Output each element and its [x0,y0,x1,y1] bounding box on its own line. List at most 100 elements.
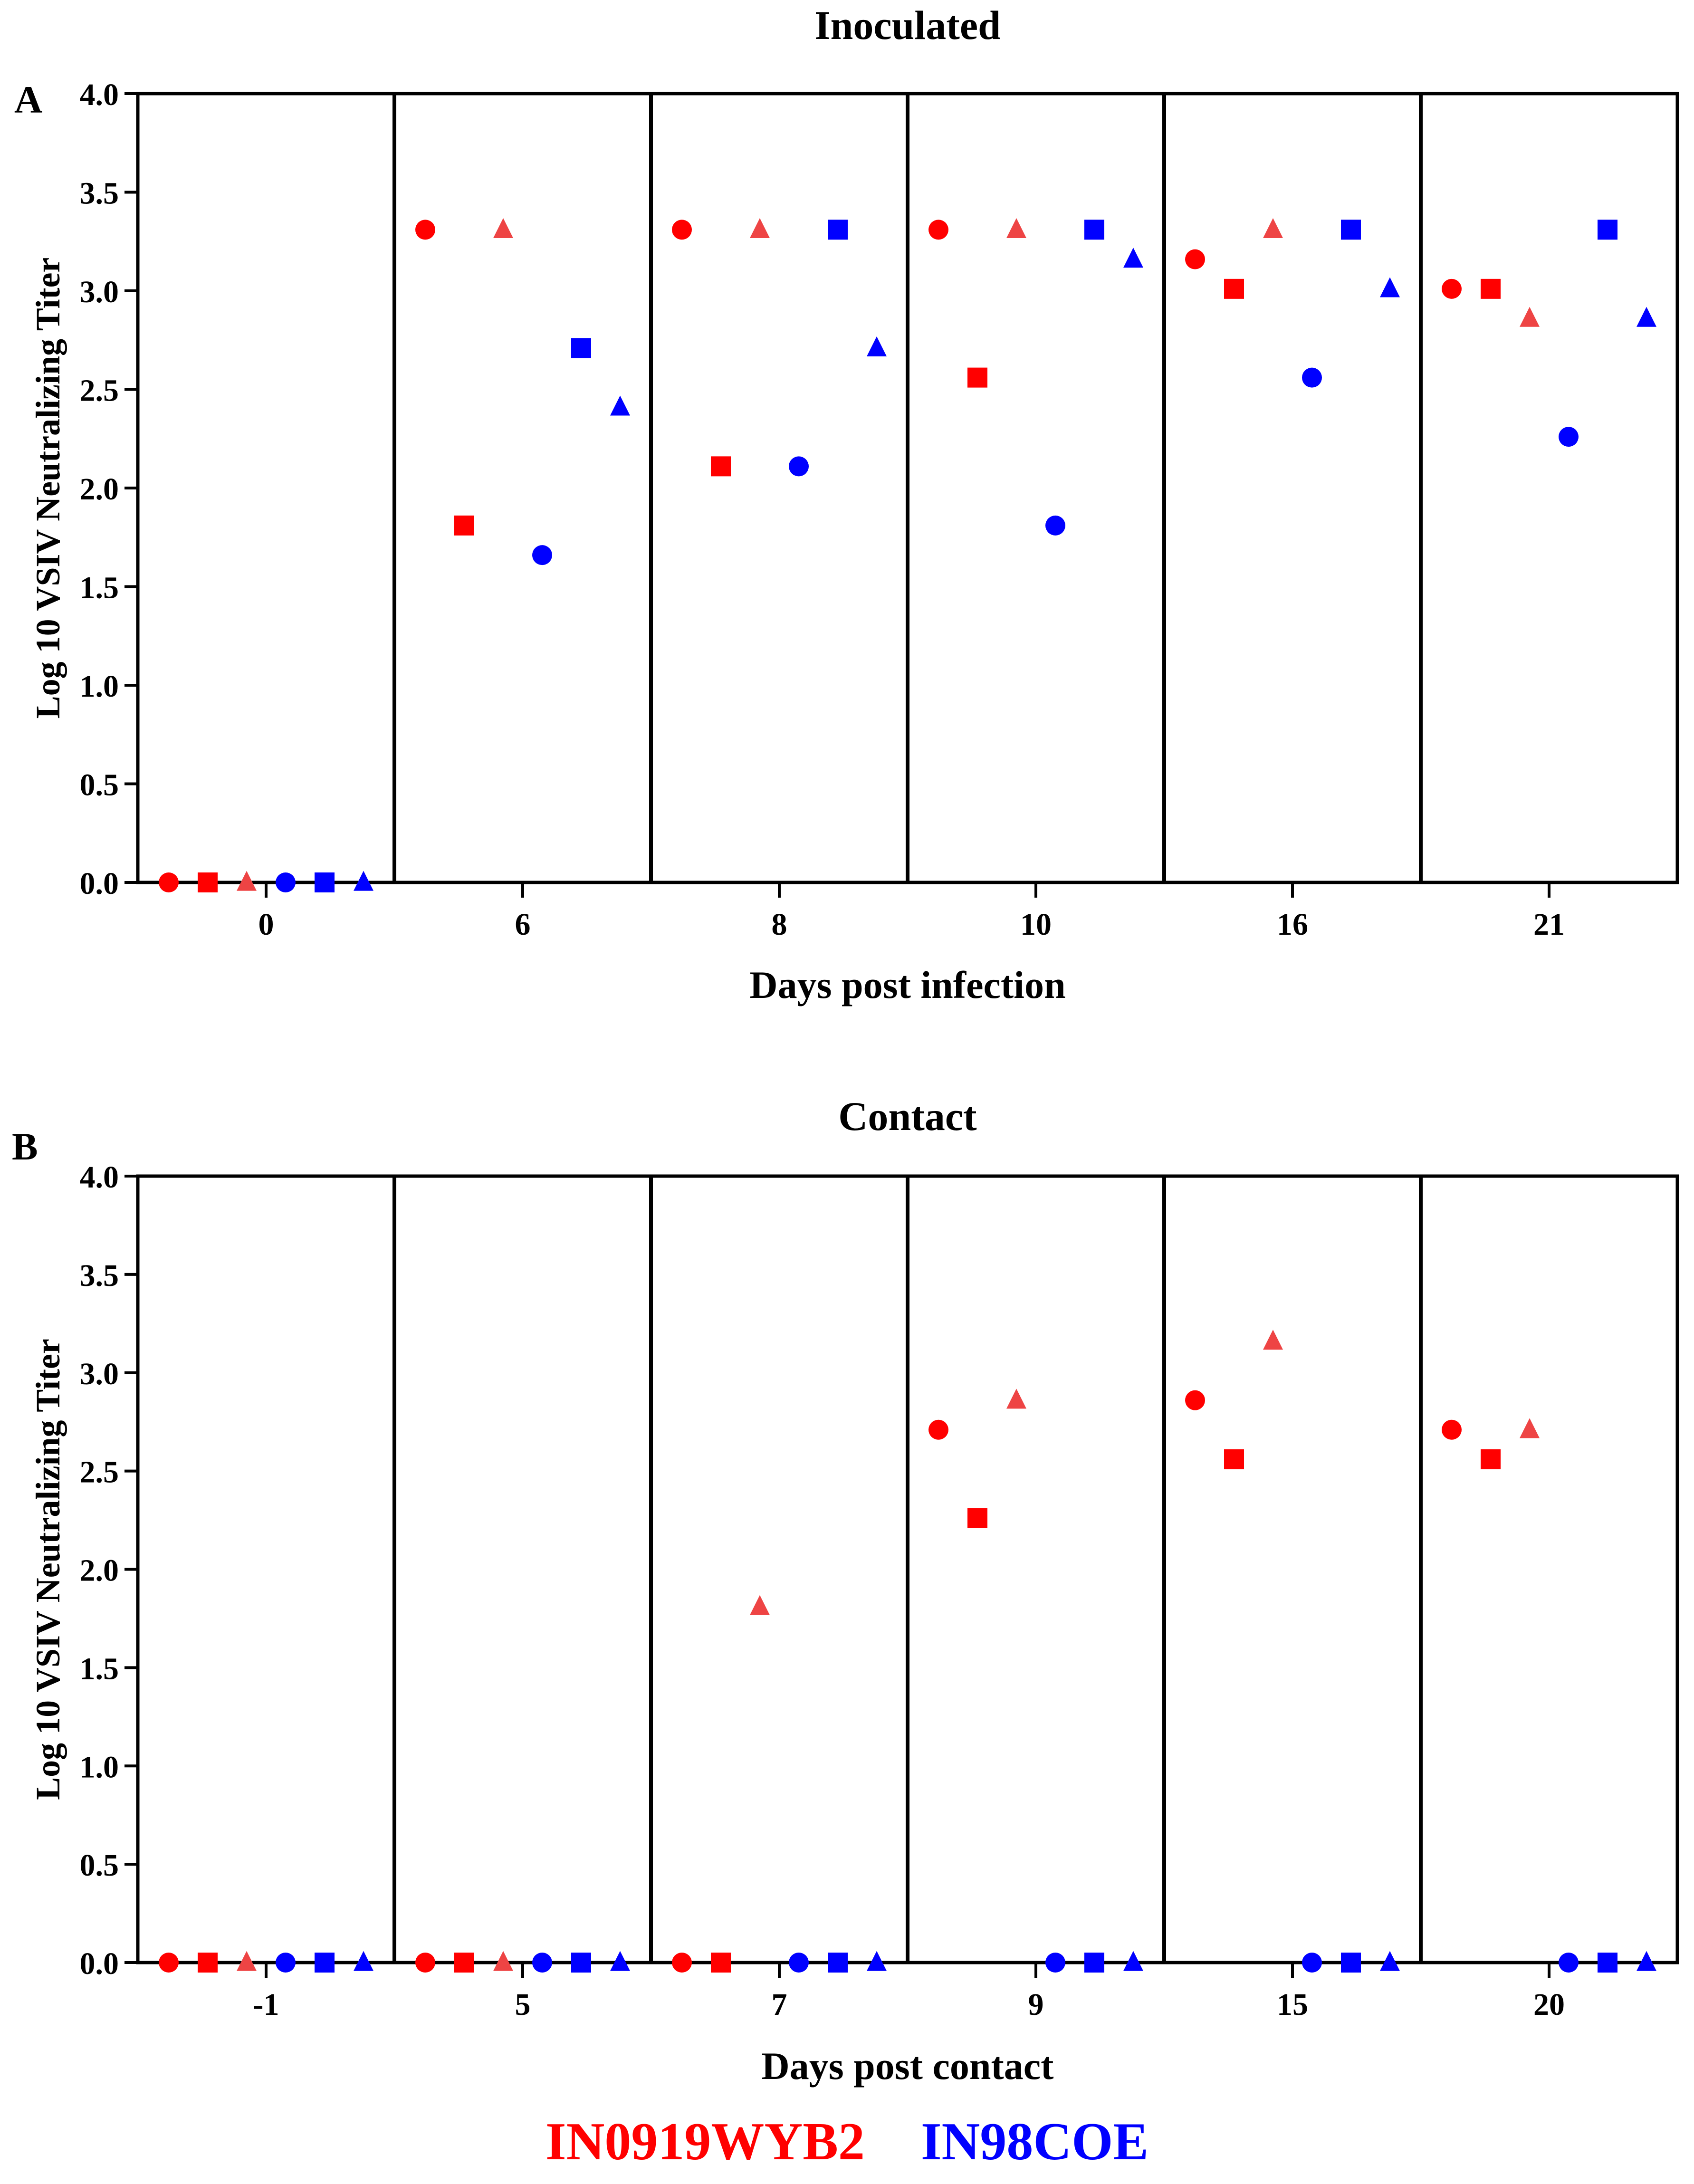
data-point-in98coe-triangle [1123,1951,1143,1971]
data-point-in98coe-square [1084,1953,1104,1973]
data-point-in0919wyb2-square [1224,1449,1244,1469]
data-point-in98coe-square [1598,1953,1617,1973]
data-point-in0919wyb2-square [1481,1449,1501,1469]
data-point-in98coe-circle [1302,367,1322,388]
data-point-in98coe-circle [532,1953,552,1973]
panel-title: Contact [838,1093,977,1139]
panel-b: Contact B 0.0 0.5 1.0 1.5 2.0 2.5 3.0 3.5 4.0 -1 5 7 9… [12,1093,1679,2088]
data-point-in0919wyb2-circle [928,1419,948,1440]
x-tick-label: 8 [772,907,787,942]
data-point-in98coe-circle [276,872,296,892]
x-tick-label: 15 [1277,1987,1308,2022]
y-tick-label: 0.0 [80,866,119,901]
y-tick-label: 0.5 [80,1848,119,1883]
legend-strain-a: IN0919WYB2 [545,2112,865,2171]
y-tick-label: 3.0 [80,1357,119,1391]
x-tick-label: -1 [253,1987,279,2022]
panel-a: Inoculated A 0.0 0.5 1.0 1.5 2.0 2.5 3.0 3.5 4.0 0 6… [14,2,1679,1006]
data-point-in98coe-triangle [1380,277,1400,297]
y-tick-label: 0.0 [80,1946,119,1981]
data-point-in0919wyb2-triangle [493,1951,513,1971]
panel-label: A [14,78,42,121]
data-point-in0919wyb2-square [454,1953,474,1973]
data-point-in98coe-triangle [1637,307,1656,327]
data-point-in0919wyb2-square [1481,278,1501,299]
data-point-in0919wyb2-triangle [237,871,257,891]
data-point-in0919wyb2-circle [159,1953,179,1973]
data-point-in98coe-triangle [354,1951,373,1971]
data-point-in98coe-square [1598,220,1617,240]
data-point-in0919wyb2-triangle [237,1951,257,1971]
x-tick-label: 16 [1277,907,1308,942]
data-point-in98coe-square [828,220,848,240]
y-tick-label: 2.0 [80,472,119,507]
data-point-in0919wyb2-circle [1442,278,1462,299]
data-point-in98coe-triangle [1123,248,1143,268]
x-tick-label: 5 [515,1987,531,2022]
data-point-in98coe-square [1341,220,1361,240]
panel-label: B [12,1125,38,1168]
data-point-in0919wyb2-triangle [1263,218,1283,238]
data-point-in98coe-square [315,1953,335,1973]
data-point-in0919wyb2-square [198,872,218,892]
data-point-in0919wyb2-circle [672,1953,692,1973]
x-axis-label: Days post infection [749,963,1065,1006]
data-point-in0919wyb2-circle [415,220,435,240]
x-tick-label: 0 [258,907,274,942]
data-point-in98coe-triangle [867,336,887,356]
panel-title: Inoculated [814,2,1001,48]
legend: IN0919WYB2 IN98COE [0,2111,1694,2173]
data-point-in0919wyb2-square [1224,278,1244,299]
x-tick-label: 10 [1020,907,1052,942]
data-point-in98coe-circle [1559,427,1579,447]
data-point-in98coe-circle [789,456,809,477]
data-point-in0919wyb2-circle [159,872,179,892]
y-tick-label: 1.0 [80,669,119,704]
x-tick-label: 21 [1533,907,1565,942]
y-tick-label: 2.5 [80,1455,119,1490]
data-point-in0919wyb2-circle [928,220,948,240]
data-point-in98coe-triangle [354,871,373,891]
x-tick-label: 20 [1533,1987,1565,2022]
data-point-in98coe-circle [276,1953,296,1973]
data-point-in98coe-square [571,338,591,358]
data-point-in0919wyb2-triangle [1006,1389,1026,1409]
data-point-in0919wyb2-square [198,1953,218,1973]
y-tick-label: 3.5 [80,176,119,211]
data-point-in0919wyb2-triangle [493,218,513,238]
data-point-in98coe-triangle [610,395,630,416]
data-point-in98coe-circle [789,1953,809,1973]
data-point-in0919wyb2-square [967,367,987,388]
data-point-in0919wyb2-triangle [1263,1330,1283,1350]
y-tick-label: 0.5 [80,768,119,803]
data-point-in98coe-triangle [610,1951,630,1971]
y-tick-label: 1.0 [80,1750,119,1784]
data-point-in98coe-circle [532,545,552,565]
x-tick-label: 7 [772,1987,787,2022]
data-point-in0919wyb2-triangle [750,218,770,238]
data-point-in0919wyb2-triangle [750,1595,770,1615]
y-tick-label: 3.0 [80,275,119,309]
data-point-in98coe-square [828,1953,848,1973]
y-tick-label: 3.5 [80,1258,119,1293]
data-point-in0919wyb2-triangle [1520,307,1540,327]
data-point-in98coe-square [571,1953,591,1973]
data-point-in0919wyb2-triangle [1520,1418,1540,1438]
data-point-in98coe-triangle [1380,1951,1400,1971]
y-tick-label: 4.0 [80,1160,119,1195]
data-point-in0919wyb2-square [711,456,731,477]
data-point-in98coe-square [1341,1953,1361,1973]
data-point-in98coe-triangle [1637,1951,1656,1971]
data-point-in98coe-square [315,872,335,892]
y-tick-label: 2.5 [80,374,119,408]
data-point-in98coe-circle [1559,1953,1579,1973]
data-point-in0919wyb2-square [454,515,474,536]
y-axis-label: Log 10 VSIV Neutralizing Titer [29,258,67,719]
data-point-in98coe-circle [1045,515,1065,536]
data-point-in98coe-triangle [867,1951,887,1971]
y-axis-label: Log 10 VSIV Neutralizing Titer [29,1339,67,1800]
data-point-in0919wyb2-circle [1442,1419,1462,1440]
data-point-in98coe-circle [1045,1953,1065,1973]
legend-strain-b: IN98COE [920,2112,1149,2171]
